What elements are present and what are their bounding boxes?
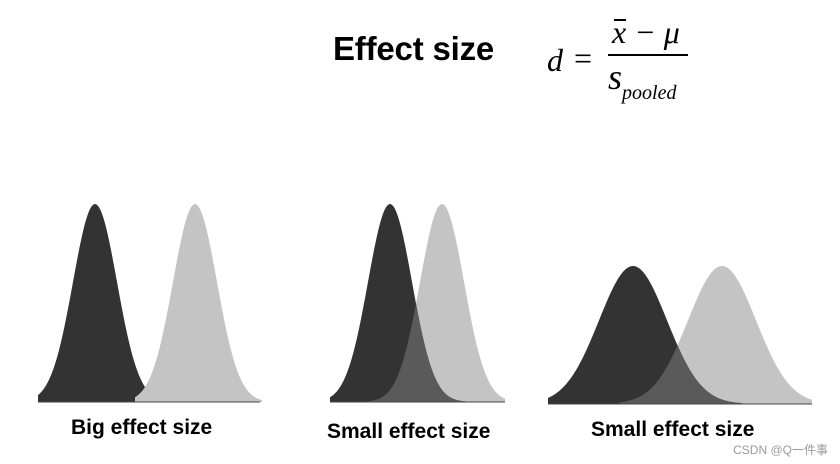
effect-size-formula: d = x − μ spooled <box>540 12 700 112</box>
panel-small-effect-narrow <box>330 204 505 403</box>
formula-pooled: pooled <box>622 82 677 104</box>
page-title: Effect size <box>333 30 495 67</box>
fraction-bar <box>608 54 688 56</box>
overlap-region-2 <box>360 303 475 402</box>
caption-big-effect: Big effect size <box>71 416 213 439</box>
dark-distribution-3 <box>548 266 742 404</box>
formula-equals: = <box>574 40 593 76</box>
panel-small-effect-wide <box>548 266 812 405</box>
formula-numerator: x − μ <box>612 14 680 51</box>
light-distribution-2 <box>360 204 505 402</box>
panel-big-effect <box>38 204 262 403</box>
caption-small-effect-2: Small effect size <box>591 418 755 441</box>
dark-distribution-1 <box>38 204 160 402</box>
light-distribution-1 <box>135 204 262 402</box>
formula-s: s <box>608 57 623 97</box>
dark-distribution-2 <box>330 204 475 402</box>
formula-xbar: x <box>612 14 627 50</box>
caption-small-effect-1: Small effect size <box>327 420 491 443</box>
formula-d: d <box>547 42 563 78</box>
overlap-region-3 <box>620 346 742 404</box>
watermark: CSDN @Q一件事 <box>733 443 828 457</box>
formula-minus-mu: − μ <box>626 14 680 50</box>
formula-denominator: spooled <box>608 56 676 105</box>
